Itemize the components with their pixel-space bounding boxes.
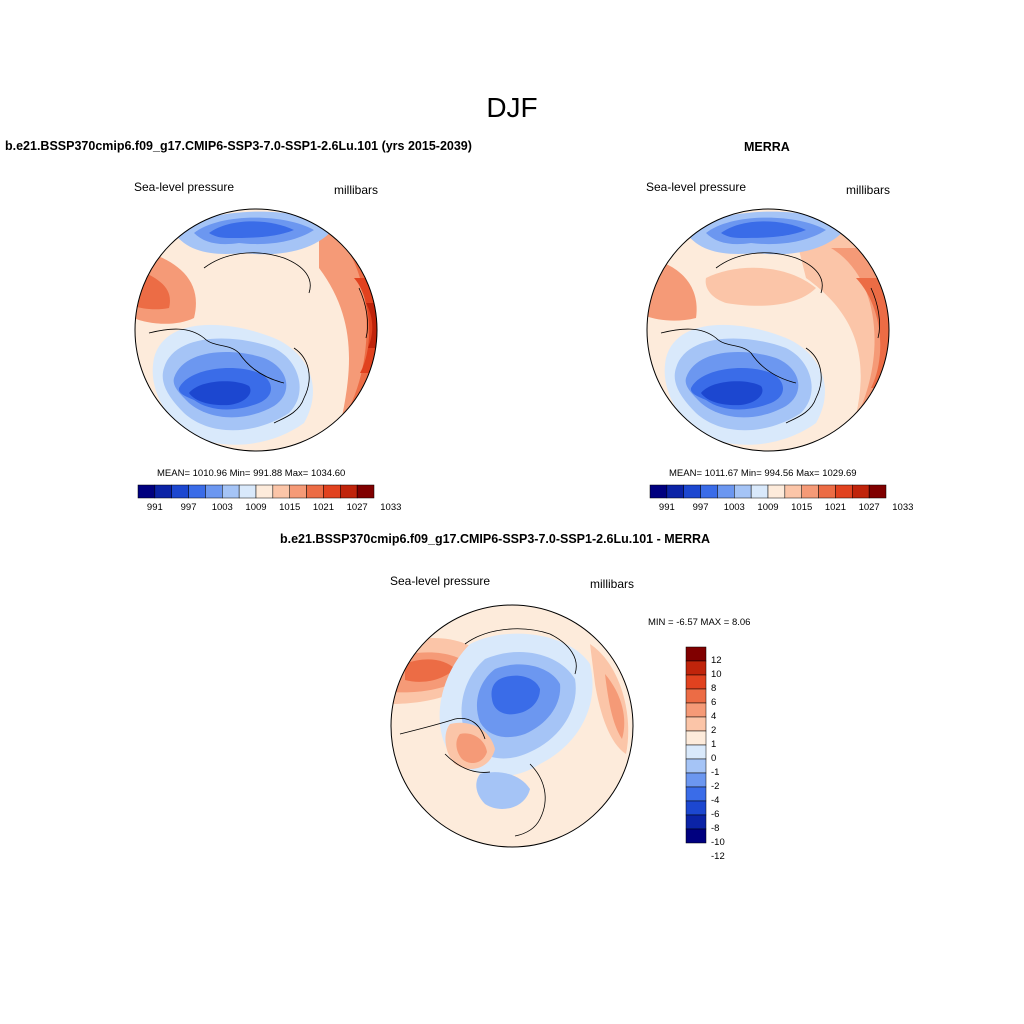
diff-stats: MIN = -6.57 MAX = 8.06: [648, 617, 751, 628]
colorbar-swatch: [685, 814, 707, 830]
colorbar-tick-label: -6: [711, 809, 720, 820]
obs-polar-map: [646, 208, 890, 452]
colorbar-swatch: [685, 702, 707, 718]
colorbar-tick-label: 1015: [791, 502, 813, 513]
colorbar-tick-label: 997: [692, 502, 709, 513]
page-title: DJF: [486, 92, 538, 123]
colorbar-swatch: [289, 484, 307, 499]
colorbar-swatch: [154, 484, 172, 499]
colorbar-tick-label: -8: [711, 823, 720, 834]
colorbar-tick-label: 997: [180, 502, 197, 513]
colorbar-tick-label: 991: [146, 502, 163, 513]
colorbar-tick-label: 1003: [211, 502, 233, 513]
colorbar-swatch: [750, 484, 769, 499]
model-stats: MEAN= 1010.96 Min= 991.88 Max= 1034.60: [157, 468, 346, 479]
colorbar-swatch: [685, 800, 707, 816]
model-panel-title: b.e21.BSSP370cmip6.f09_g17.CMIP6-SSP3-7.…: [5, 139, 472, 153]
colorbar-swatch: [685, 828, 707, 844]
obs-panel-title: MERRA: [744, 140, 790, 154]
colorbar-tick-label: 1033: [380, 502, 402, 513]
model-polar-map: [134, 208, 378, 452]
colorbar-tick-label: 12: [711, 655, 722, 666]
colorbar-swatch: [666, 484, 684, 499]
diff-colorbar-ticks: 12 10 8 6 4 2 1 0 -1 -2 -4 -6 -8 -10 -12: [709, 647, 749, 862]
colorbar-swatch: [306, 484, 324, 499]
colorbar-swatch: [340, 484, 358, 499]
colorbar-tick-label: 1009: [757, 502, 779, 513]
colorbar-swatch: [700, 484, 718, 499]
colorbar-swatch: [801, 484, 819, 499]
colorbar-swatch: [222, 484, 240, 499]
colorbar-tick-label: -12: [711, 851, 725, 862]
colorbar-tick-label: 6: [711, 697, 717, 708]
diff-units-label: millibars: [590, 577, 635, 591]
colorbar-swatch: [255, 484, 274, 499]
colorbar-swatch: [685, 772, 707, 788]
colorbar-swatch: [649, 484, 668, 499]
colorbar-tick-label: 10: [711, 669, 722, 680]
model-units-label: millibars: [334, 183, 379, 197]
obs-stats: MEAN= 1011.67 Min= 994.56 Max= 1029.69: [669, 468, 857, 479]
colorbar-swatch: [238, 484, 257, 499]
colorbar-swatch: [272, 484, 290, 499]
colorbar-swatch: [137, 484, 156, 499]
colorbar-tick-label: 1: [711, 739, 717, 750]
obs-units-label: millibars: [846, 183, 891, 197]
colorbar-swatch: [734, 484, 752, 499]
obs-colorbar: [649, 484, 887, 499]
model-left-label: Sea-level pressure: [134, 180, 235, 194]
colorbar-tick-label: 1027: [858, 502, 880, 513]
colorbar-swatch: [685, 660, 707, 676]
colorbar-swatch: [835, 484, 853, 499]
colorbar-swatch: [717, 484, 735, 499]
obs-colorbar-ticks: 991 997 1003 1009 1015 1021 1027 1033: [650, 502, 914, 514]
colorbar-swatch: [852, 484, 870, 499]
colorbar-tick-label: 1003: [723, 502, 745, 513]
colorbar-tick-label: 1009: [245, 502, 267, 513]
colorbar-swatch: [685, 730, 707, 746]
diff-left-label: Sea-level pressure: [390, 574, 491, 588]
colorbar-tick-label: -10: [711, 837, 725, 848]
colorbar-tick-label: 1033: [892, 502, 914, 513]
colorbar-tick-label: -4: [711, 795, 720, 806]
colorbar-tick-label: 1015: [279, 502, 301, 513]
colorbar-tick-label: 0: [711, 753, 717, 764]
colorbar-swatch: [683, 484, 701, 499]
diff-colorbar: [685, 646, 707, 844]
colorbar-tick-label: 2: [711, 725, 717, 736]
colorbar-tick-label: 4: [711, 711, 717, 722]
colorbar-swatch: [784, 484, 802, 499]
colorbar-swatch: [685, 758, 707, 774]
model-colorbar-ticks: 991 997 1003 1009 1015 1021 1027 1033: [138, 502, 402, 514]
colorbar-swatch: [188, 484, 206, 499]
colorbar-tick-label: 1027: [346, 502, 368, 513]
obs-left-label: Sea-level pressure: [646, 180, 747, 194]
colorbar-swatch: [685, 674, 707, 690]
colorbar-swatch: [685, 716, 707, 732]
colorbar-swatch: [685, 786, 707, 802]
model-colorbar: [137, 484, 375, 499]
colorbar-swatch: [205, 484, 223, 499]
colorbar-swatch: [171, 484, 189, 499]
colorbar-tick-label: -1: [711, 767, 720, 778]
colorbar-swatch: [767, 484, 786, 499]
diff-panel-title: b.e21.BSSP370cmip6.f09_g17.CMIP6-SSP3-7.…: [280, 532, 711, 546]
colorbar-tick-label: -2: [711, 781, 720, 792]
colorbar-tick-label: 1021: [312, 502, 334, 513]
colorbar-tick-label: 991: [658, 502, 675, 513]
colorbar-swatch: [818, 484, 836, 499]
colorbar-swatch: [323, 484, 341, 499]
colorbar-swatch: [685, 744, 707, 760]
colorbar-tick-label: 8: [711, 683, 717, 694]
colorbar-tick-label: 1021: [824, 502, 846, 513]
colorbar-swatch: [356, 484, 375, 499]
colorbar-swatch: [868, 484, 887, 499]
colorbar-swatch: [685, 646, 707, 662]
diff-polar-map: [390, 604, 634, 848]
colorbar-swatch: [685, 688, 707, 704]
